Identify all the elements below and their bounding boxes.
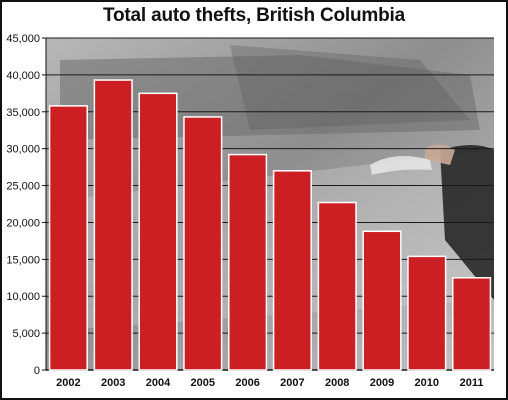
- x-tick-label: 2006: [235, 377, 259, 389]
- bar-2005: [183, 116, 223, 371]
- y-tick-label: 20,000: [6, 217, 40, 229]
- x-tick-label: 2004: [146, 377, 171, 389]
- y-tick-label: 40,000: [6, 70, 40, 82]
- y-tick-label: 5,000: [12, 328, 40, 340]
- bar-2004: [138, 92, 178, 371]
- bar-2006: [228, 153, 268, 371]
- bar-2011: [452, 277, 492, 371]
- x-tick-label: 2002: [56, 377, 80, 389]
- x-tick-label: 2011: [460, 377, 484, 389]
- bars: [48, 79, 492, 371]
- x-tick-label: 2003: [101, 377, 125, 389]
- bar-2009: [362, 230, 402, 371]
- x-tick-label: 2007: [280, 377, 304, 389]
- y-tick-label: 10,000: [6, 291, 40, 303]
- bar-2007: [272, 170, 312, 371]
- y-tick-label: 45,000: [6, 33, 40, 45]
- x-axis: 2002 2003 2004 2005 2006 2007 2008 2009 2010 2011: [56, 377, 483, 389]
- y-tick-label: 25,000: [6, 181, 40, 193]
- x-tick-label: 2005: [191, 377, 215, 389]
- x-tick-label: 2008: [325, 377, 349, 389]
- y-tick-label: 35,000: [6, 107, 40, 119]
- y-axis: 0 5,000 10,000 15,000 20,000 25,000 30,000 35,0…: [6, 33, 47, 377]
- bar-2008: [317, 201, 357, 371]
- y-tick-label: 30,000: [6, 144, 40, 156]
- bar-2010: [407, 255, 447, 371]
- y-tick-label: 0: [34, 365, 40, 377]
- bar-2002: [48, 105, 88, 371]
- y-tick-label: 15,000: [6, 254, 40, 266]
- x-tick-label: 2010: [415, 377, 439, 389]
- chart-title: Total auto thefts, British Columbia: [103, 5, 405, 26]
- bar-2003: [93, 79, 133, 371]
- x-tick-label: 2009: [370, 377, 394, 389]
